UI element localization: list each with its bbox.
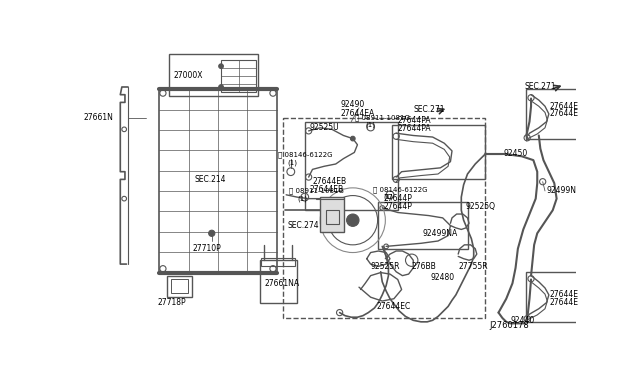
Text: 92499NA: 92499NA [422, 229, 458, 238]
Text: 27644PA: 27644PA [397, 116, 431, 125]
Bar [159, 89, 277, 273]
Text: Ⓝ 08911-1081G: Ⓝ 08911-1081G [289, 187, 344, 194]
Bar [320, 197, 344, 232]
Bar [527, 89, 579, 140]
Text: 92525Q: 92525Q [466, 202, 496, 211]
Text: 27644E: 27644E [550, 109, 579, 118]
Text: SEC.274: SEC.274 [288, 221, 319, 230]
Text: 92480: 92480 [430, 273, 454, 282]
Text: (1): (1) [384, 194, 394, 201]
Text: 27661NA: 27661NA [264, 279, 300, 288]
Bar [283, 118, 484, 318]
Text: 92499N: 92499N [547, 186, 577, 195]
Text: 92440: 92440 [510, 316, 534, 325]
Text: 27644EA: 27644EA [340, 109, 374, 118]
Text: 92450: 92450 [504, 150, 528, 158]
Text: (1): (1) [365, 122, 375, 128]
Text: 27755R: 27755R [458, 262, 488, 271]
Text: 27644P: 27644P [384, 194, 413, 203]
Text: 27644E: 27644E [550, 102, 579, 111]
Text: ⒱ 08146-6122G: ⒱ 08146-6122G [278, 151, 332, 158]
Text: 27644EB: 27644EB [312, 177, 347, 186]
Bar [392, 125, 485, 179]
Text: SEC.271: SEC.271 [413, 105, 445, 114]
Bar [167, 276, 191, 297]
Text: 27644EB: 27644EB [309, 185, 344, 194]
Text: 27661N: 27661N [84, 113, 114, 122]
Bar [305, 122, 397, 210]
Text: 27644PA: 27644PA [397, 124, 431, 133]
Bar [326, 210, 339, 224]
Bar [221, 60, 256, 92]
Bar [378, 202, 467, 249]
Text: 27644E: 27644E [550, 291, 579, 299]
Text: 27710P: 27710P [193, 244, 221, 253]
Circle shape [219, 85, 223, 89]
Text: 27000X: 27000X [173, 71, 202, 80]
Text: ⒱ 08146-6122G: ⒱ 08146-6122G [373, 186, 428, 193]
Circle shape [209, 230, 215, 236]
Text: J2760178: J2760178 [489, 321, 529, 330]
Bar [527, 272, 579, 322]
Text: 27718P: 27718P [157, 298, 186, 307]
Text: 27644EC: 27644EC [376, 302, 410, 311]
Text: (1): (1) [297, 195, 307, 202]
Text: 27644P: 27644P [384, 202, 413, 211]
Circle shape [351, 136, 355, 141]
Text: (1): (1) [288, 159, 298, 166]
Circle shape [347, 214, 359, 226]
Text: 92525U: 92525U [309, 123, 339, 132]
Bar [261, 258, 296, 266]
Text: SEC.271: SEC.271 [525, 83, 556, 92]
Text: 92490: 92490 [340, 100, 365, 109]
Text: Ⓝ 08911-1081G: Ⓝ 08911-1081G [355, 115, 410, 121]
Text: 27644E: 27644E [550, 298, 579, 307]
Bar [260, 260, 297, 302]
Text: SEC.214: SEC.214 [195, 175, 226, 184]
Text: 92525R: 92525R [371, 262, 400, 271]
Text: 276BB: 276BB [412, 262, 436, 271]
Circle shape [219, 64, 223, 68]
Bar [171, 279, 188, 294]
Bar [169, 54, 259, 96]
